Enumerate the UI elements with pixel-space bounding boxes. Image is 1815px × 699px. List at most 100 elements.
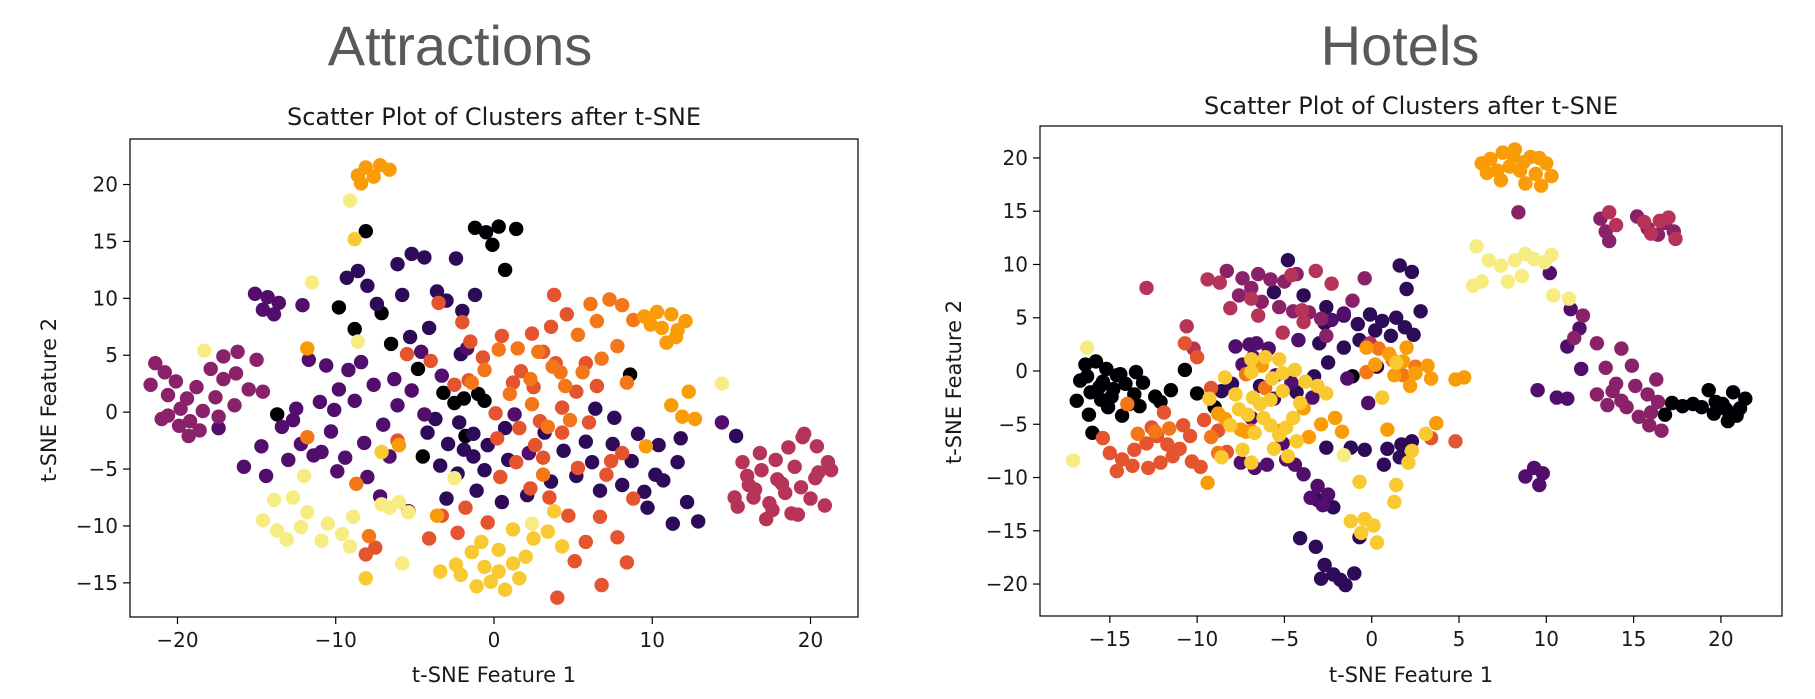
data-point (1196, 412, 1212, 428)
data-point (1319, 328, 1334, 343)
data-point (1457, 370, 1472, 385)
data-point (1404, 443, 1420, 459)
data-point (1368, 323, 1383, 338)
data-point (730, 499, 745, 514)
data-point (559, 307, 574, 322)
y-tick-label: 20 (1003, 146, 1028, 170)
data-point (1387, 494, 1402, 510)
data-point (395, 556, 410, 571)
data-point (1507, 253, 1523, 268)
data-point (1132, 399, 1147, 414)
data-point (670, 455, 685, 470)
data-point (1336, 306, 1352, 321)
data-point (1334, 424, 1350, 439)
data-point (1113, 367, 1128, 382)
data-point (1347, 566, 1362, 581)
data-point (448, 251, 464, 266)
data-point (811, 465, 826, 480)
data-point (368, 540, 383, 555)
data-point (1298, 374, 1313, 389)
data-point (491, 219, 506, 234)
data-point (509, 221, 524, 237)
data-point (1413, 304, 1428, 319)
data-point (1357, 511, 1372, 527)
data-point (1310, 478, 1325, 494)
data-point (304, 275, 320, 290)
x-axis-label: t-SNE Feature 1 (1329, 663, 1493, 687)
data-point (447, 395, 462, 411)
data-point (1217, 370, 1233, 385)
data-point (592, 509, 608, 524)
data-point (687, 411, 703, 427)
data-point (1296, 288, 1311, 303)
data-point (469, 579, 484, 594)
data-point (527, 437, 543, 453)
data-point (774, 476, 790, 491)
data-point (474, 534, 489, 550)
data-point (1139, 436, 1154, 451)
data-point (728, 428, 744, 444)
data-point (1701, 383, 1716, 398)
points-layer (143, 158, 839, 605)
data-point (1518, 469, 1533, 484)
data-point (1608, 217, 1624, 233)
data-point (211, 409, 226, 424)
data-point (1465, 278, 1481, 293)
data-point (1228, 387, 1243, 402)
data-point (1389, 477, 1404, 493)
x-tick-label: 15 (1621, 627, 1646, 651)
data-point (189, 379, 204, 395)
data-point (588, 401, 603, 416)
data-point (1624, 358, 1640, 373)
y-tick-label: 10 (93, 286, 118, 310)
data-point (558, 378, 573, 394)
data-point (523, 481, 538, 496)
y-tick-label: −10 (986, 466, 1028, 490)
data-point (714, 376, 730, 391)
x-tick-label: 10 (640, 628, 665, 652)
data-point (1203, 429, 1219, 445)
data-point (1338, 577, 1353, 593)
data-point (524, 397, 540, 412)
data-point (447, 377, 462, 392)
data-point (1628, 378, 1643, 394)
data-point (1380, 422, 1395, 437)
data-point (467, 287, 483, 303)
data-point (192, 423, 207, 438)
data-point (1109, 463, 1125, 479)
data-point (255, 384, 271, 399)
data-point (1563, 302, 1578, 317)
data-point (227, 398, 242, 413)
data-point (293, 519, 309, 535)
data-point (1258, 350, 1273, 365)
data-point (1418, 426, 1434, 441)
data-point (1212, 275, 1228, 290)
data-point (271, 295, 286, 311)
data-point (502, 386, 517, 402)
data-point (314, 533, 329, 548)
data-point (350, 263, 366, 279)
data-point (681, 384, 696, 399)
data-point (331, 300, 347, 315)
data-point (270, 523, 285, 538)
data-point (1139, 280, 1154, 296)
data-point (1511, 205, 1526, 220)
data-point (1200, 475, 1215, 490)
data-point (626, 491, 641, 506)
data-point (466, 426, 481, 441)
data-point (584, 455, 600, 470)
data-point (1404, 264, 1420, 280)
data-point (1249, 336, 1264, 351)
data-point (376, 417, 391, 432)
data-point (649, 304, 665, 320)
data-point (1631, 409, 1647, 424)
data-point (1313, 417, 1329, 432)
data-point (673, 431, 688, 446)
y-tick-label: 5 (105, 343, 118, 367)
data-point (1732, 401, 1748, 416)
data-point (1272, 352, 1287, 367)
data-point (1539, 156, 1554, 171)
data-point (1640, 387, 1655, 402)
data-point (195, 403, 210, 419)
data-point (1313, 571, 1329, 586)
